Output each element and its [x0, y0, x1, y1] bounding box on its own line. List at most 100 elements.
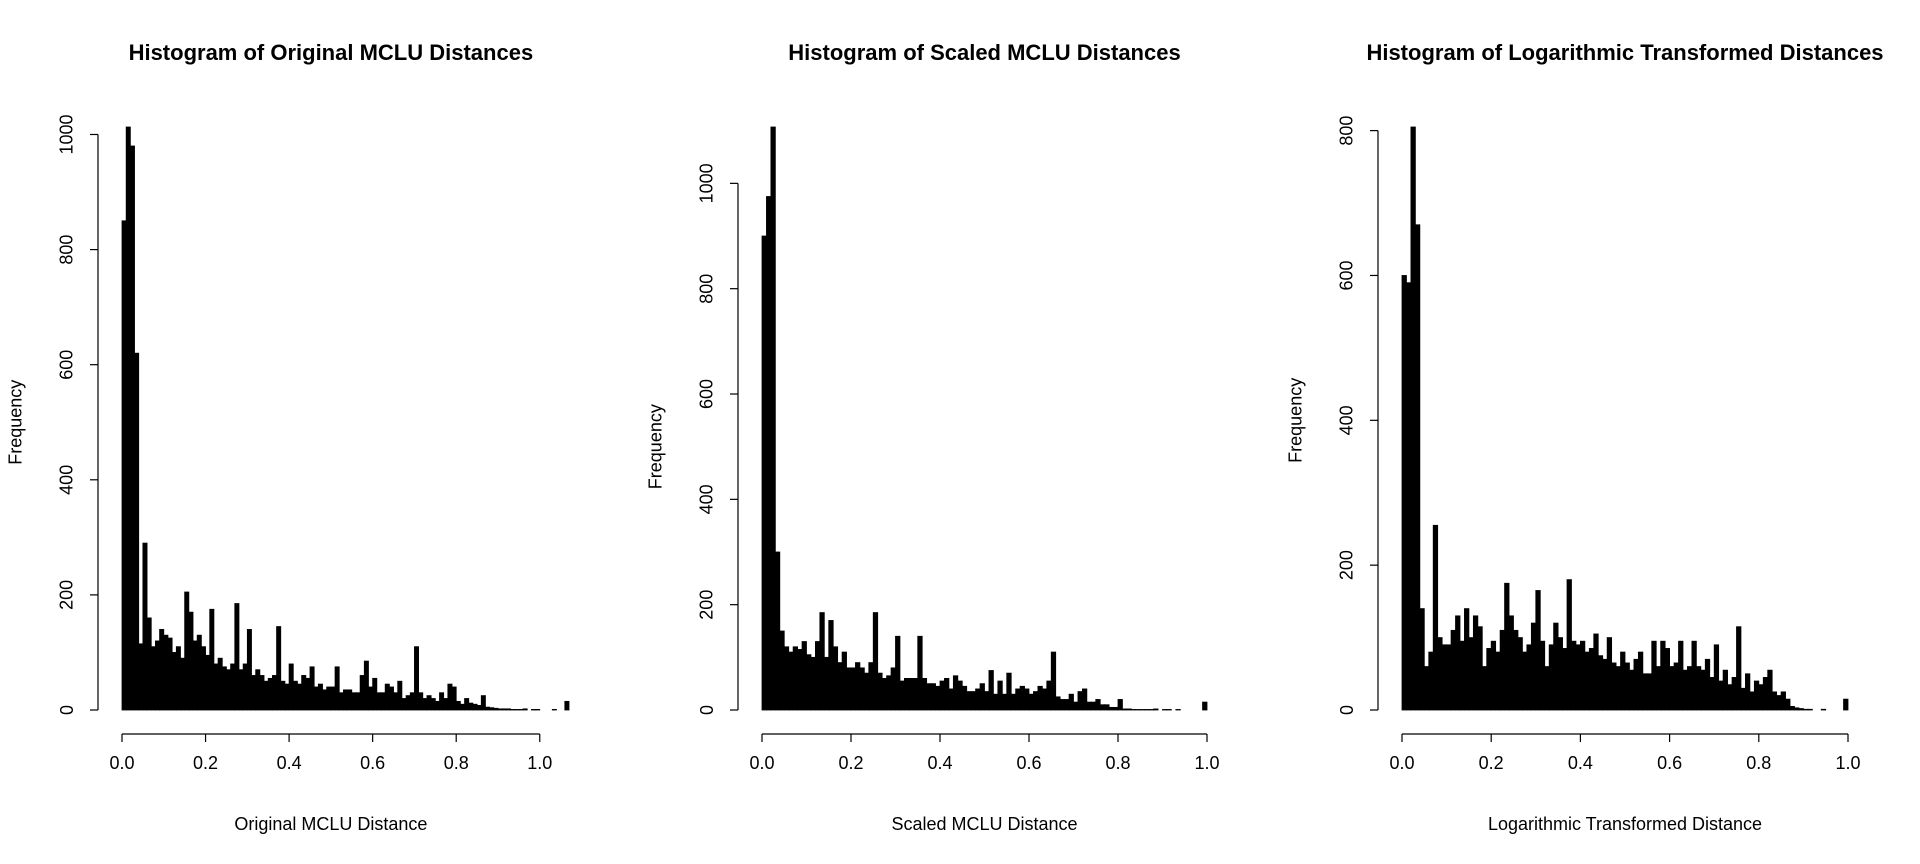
histogram-bar — [921, 678, 928, 711]
histogram-bar — [948, 688, 954, 711]
histogram-bar — [1446, 644, 1452, 711]
x-tick-label: 0.4 — [1568, 753, 1593, 773]
histogram-bar — [1767, 669, 1773, 711]
histogram-bar — [944, 678, 950, 711]
histogram-bar — [184, 591, 190, 711]
histogram-bar — [1651, 640, 1657, 711]
histogram-bar — [935, 685, 941, 711]
histogram-bar — [1749, 691, 1755, 711]
histogram-bar — [1588, 648, 1595, 711]
histogram-bar — [1753, 680, 1760, 711]
histogram-bar — [1113, 706, 1119, 711]
histogram-bar — [334, 666, 340, 711]
histogram-bar — [1615, 666, 1621, 711]
histogram-bar — [1513, 629, 1519, 711]
histogram-bar — [159, 629, 165, 711]
histogram-bar — [501, 708, 507, 711]
histogram-bar — [1798, 708, 1804, 711]
histogram-bar — [213, 663, 219, 711]
histogram-bar — [171, 652, 177, 711]
histogram-bar — [1562, 648, 1568, 711]
histogram-bar — [819, 612, 825, 711]
histogram-bar — [788, 651, 794, 711]
x-tick-label: 0.6 — [360, 753, 385, 773]
histogram-bar — [1037, 685, 1043, 711]
histogram-bar — [522, 708, 528, 711]
histogram-bar — [1499, 629, 1505, 711]
x-tick-label: 0.4 — [277, 753, 302, 773]
histogram-bar — [1611, 662, 1617, 711]
histogram-bar — [355, 692, 361, 711]
histogram-bar — [1166, 709, 1172, 711]
histogram-bar — [779, 630, 785, 711]
histogram-bar — [1553, 622, 1559, 711]
histogram-bar — [881, 678, 888, 711]
x-tick-label: 0.0 — [109, 753, 134, 773]
histogram-bar — [1843, 698, 1849, 711]
histogram-bar — [531, 709, 536, 711]
x-tick-label: 0.0 — [1389, 753, 1414, 773]
histogram-bar — [1575, 644, 1581, 711]
histogram-bar — [188, 611, 194, 711]
y-tick-label: 1000 — [57, 114, 77, 154]
histogram-bar — [1059, 699, 1066, 711]
histogram-bar — [1646, 673, 1653, 711]
x-tick-label: 0.4 — [927, 753, 952, 773]
histogram-bar — [1202, 701, 1208, 711]
histogram-bar — [1620, 651, 1626, 711]
histogram-bar — [142, 542, 148, 711]
histogram-bar — [1477, 626, 1483, 711]
histogram-bar — [464, 698, 470, 711]
histogram-bar — [846, 667, 852, 711]
histogram-bar — [966, 691, 972, 711]
histogram-bar — [1464, 608, 1470, 711]
histogram-bar — [251, 675, 257, 711]
histogram-bar — [823, 656, 830, 711]
histogram-bar — [1669, 666, 1675, 711]
histogram-bar — [1691, 640, 1697, 711]
histogram-bar — [1130, 709, 1137, 711]
x-axis-label: Logarithmic Transformed Distance — [1488, 814, 1762, 834]
y-tick-label: 600 — [57, 350, 77, 380]
x-tick-label: 0.8 — [444, 753, 469, 773]
histogram-bar — [129, 145, 135, 711]
histogram-bar — [1539, 640, 1546, 711]
histogram-bar — [476, 704, 482, 711]
histogram-bar — [975, 688, 981, 711]
histogram-bar — [810, 656, 816, 711]
histogram-bar — [489, 707, 495, 711]
histogram-bar — [163, 634, 169, 711]
histogram-bar — [1490, 640, 1497, 711]
histogram-bar — [393, 692, 399, 711]
histogram-bar — [1602, 658, 1608, 711]
histogram-bar — [1419, 608, 1425, 711]
histogram-bar — [418, 692, 424, 711]
histogram-bar — [1001, 693, 1008, 711]
histogram-bar — [904, 678, 910, 711]
y-tick-label: 800 — [697, 274, 717, 304]
y-tick-label: 800 — [1337, 116, 1357, 146]
histogram-bar — [868, 662, 874, 711]
histogram-bar — [468, 702, 474, 711]
histogram-bar — [368, 686, 374, 711]
histogram-bar — [797, 649, 803, 711]
histogram-bar — [988, 670, 994, 711]
y-tick-label: 0 — [1337, 705, 1357, 715]
histogram-bar — [863, 672, 870, 711]
chart-title: Histogram of Logarithmic Transformed Dis… — [1366, 40, 1883, 65]
histogram-bar — [1526, 644, 1532, 711]
x-tick-label: 0.8 — [1105, 753, 1130, 773]
histogram-bar — [535, 709, 541, 711]
histogram-bar — [1406, 282, 1412, 711]
histogram-bar — [125, 126, 131, 711]
histogram-bar — [414, 646, 420, 711]
histogram-bar — [514, 709, 520, 711]
histogram-bar — [1024, 688, 1030, 711]
y-tick-label: 200 — [57, 580, 77, 610]
histogram-bar — [761, 235, 767, 711]
y-tick-label: 200 — [697, 590, 717, 620]
histogram-bar — [351, 692, 357, 711]
x-axis-label: Original MCLU Distance — [234, 814, 427, 834]
y-tick-label: 600 — [697, 379, 717, 409]
